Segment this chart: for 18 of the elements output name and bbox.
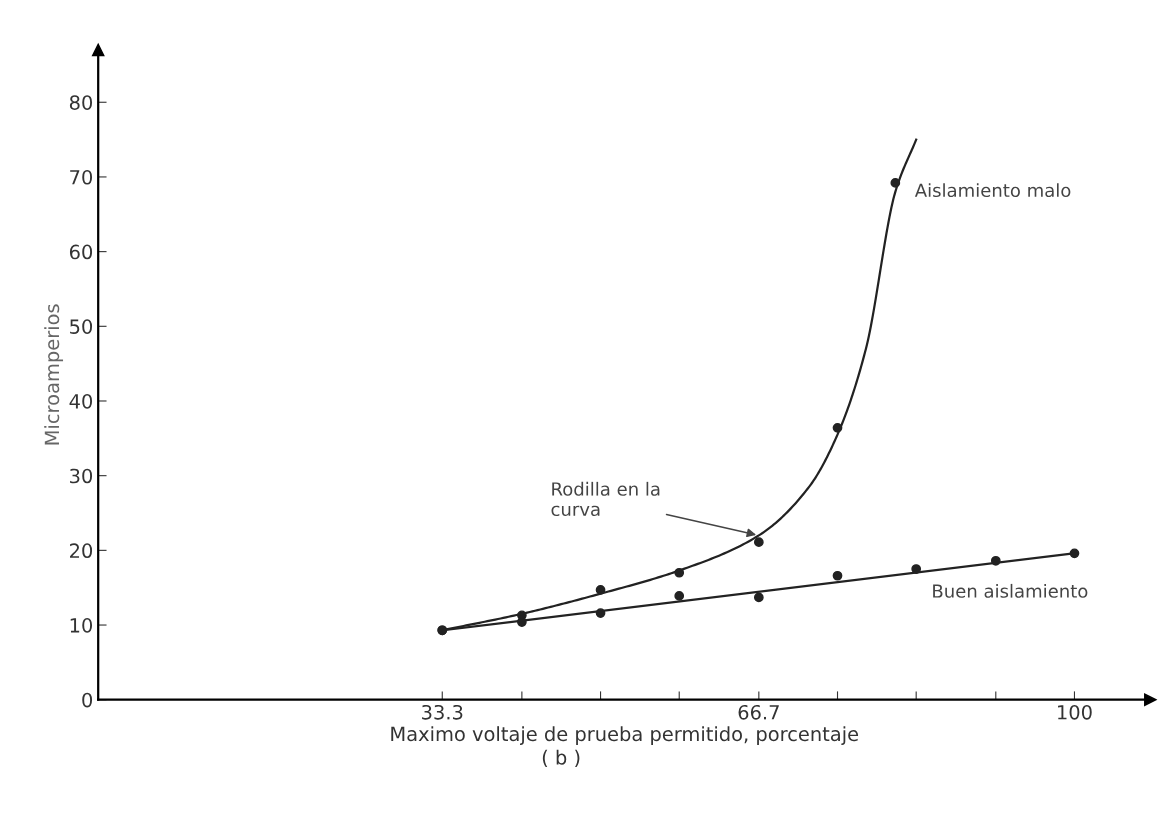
y-tick-label: 40 xyxy=(69,393,93,409)
y-tick-label: 50 xyxy=(70,319,93,334)
y-tick-label: 10 xyxy=(70,617,93,633)
x-tick-label: 100 xyxy=(1058,704,1092,720)
y-tick-label: 60 xyxy=(69,244,93,260)
series-label: Aislamiento malo xyxy=(914,183,1071,198)
y-tick-label: 30 xyxy=(70,468,93,484)
annotation: Rodilla en la curva xyxy=(551,481,660,517)
x-axis-title: Maximo voltaje de prueba permitido, porcentaje xyxy=(391,726,859,745)
y-tick-label: 80 xyxy=(69,95,93,110)
y-tick-label: 0 xyxy=(82,692,93,708)
y-tick-label: 70 xyxy=(70,169,93,185)
x-tick-label: 66.7 xyxy=(738,704,779,720)
y-axis-title: Microamperios xyxy=(44,304,64,445)
series-label: Buen aislamiento xyxy=(933,583,1088,598)
y-tick-label: 20 xyxy=(70,543,93,559)
text: ( b ) xyxy=(542,749,580,768)
x-tick-label: 33.3 xyxy=(422,704,463,720)
